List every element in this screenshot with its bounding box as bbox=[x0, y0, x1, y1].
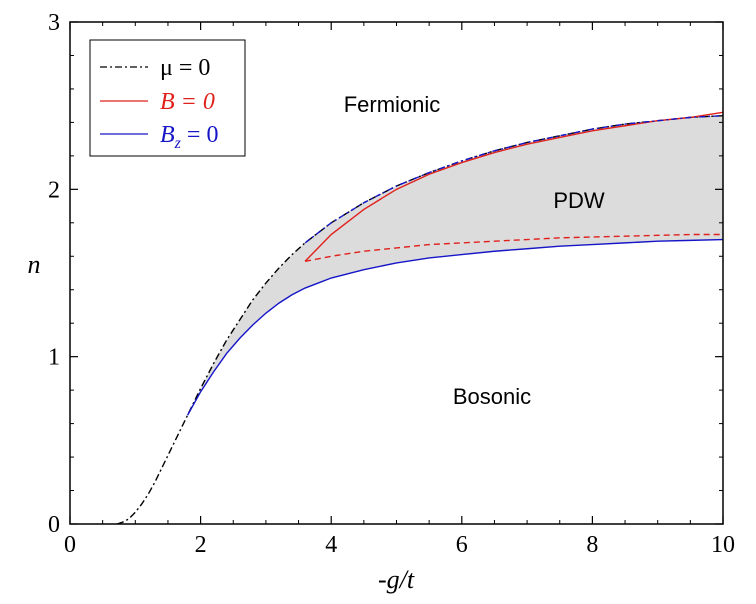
series-mu-0 bbox=[116, 115, 724, 525]
y-axis-ticks: 0 1 2 3 bbox=[48, 10, 723, 538]
pdw-area bbox=[187, 115, 724, 416]
legend-box bbox=[89, 39, 246, 157]
x-axis-ticks: 0 2 4 6 8 10 bbox=[64, 22, 735, 558]
y-tick-label: 1 bbox=[48, 345, 60, 371]
legend-label-b: B = 0 bbox=[160, 89, 215, 115]
legend-label-bz: Bz = 0 bbox=[160, 122, 218, 152]
legend-label-bz-rest: = 0 bbox=[181, 122, 219, 148]
y-tick-label: 3 bbox=[48, 10, 60, 36]
region-label-bosonic: Bosonic bbox=[453, 384, 531, 409]
series-bz-0 bbox=[186, 238, 724, 416]
x-axis-label: -g/t bbox=[378, 565, 415, 594]
y-axis-label: n bbox=[28, 250, 41, 279]
y-tick-label: 2 bbox=[48, 177, 60, 203]
x-tick-label: 4 bbox=[325, 532, 337, 558]
x-tick-label: 0 bbox=[64, 532, 76, 558]
series-b-0-lower bbox=[304, 233, 723, 262]
series-mu-0-overlay bbox=[304, 115, 724, 244]
legend-label-bz-main: B bbox=[160, 122, 175, 148]
x-tick-label: 8 bbox=[586, 532, 598, 558]
legend-label-mu: μ = 0 bbox=[160, 55, 210, 81]
series-lines bbox=[116, 111, 724, 525]
y-tick-label: 0 bbox=[48, 512, 60, 538]
legend: μ = 0 B = 0 Bz = 0 bbox=[89, 39, 246, 157]
legend-label-bz-sub: z bbox=[174, 135, 182, 152]
region-label-pdw: PDW bbox=[553, 188, 605, 213]
x-tick-label: 2 bbox=[195, 532, 207, 558]
x-tick-label: 6 bbox=[456, 532, 468, 558]
pdw-region-fill bbox=[187, 115, 724, 416]
x-tick-label: 10 bbox=[711, 532, 735, 558]
region-label-fermionic: Fermionic bbox=[344, 92, 441, 117]
